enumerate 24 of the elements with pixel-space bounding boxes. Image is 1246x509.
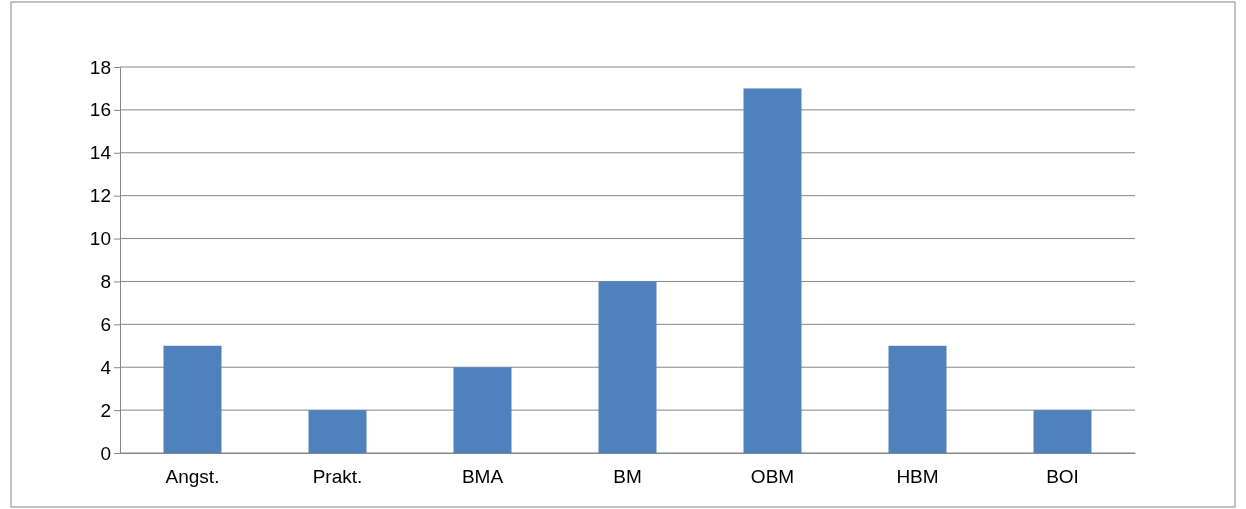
y-tick-label: 0 [100, 442, 111, 464]
x-tick-label: HBM [896, 465, 939, 487]
x-tick-label: OBM [750, 465, 795, 487]
bar [743, 88, 802, 453]
y-tick-label: 18 [89, 56, 111, 78]
x-tick-label: BOI [1046, 465, 1079, 487]
y-tick-label: 16 [89, 99, 111, 121]
y-tick-label: 6 [100, 313, 111, 335]
bar [598, 281, 657, 453]
bar [308, 410, 367, 453]
bar [163, 345, 222, 453]
bar [453, 367, 512, 453]
x-tick-label: BM [613, 465, 642, 487]
bar [1033, 410, 1092, 453]
x-tick-label: BMA [461, 465, 504, 487]
y-tick-label: 4 [100, 356, 112, 378]
x-tick-label: Prakt. [312, 465, 363, 487]
bar [888, 345, 947, 453]
y-tick-label: 14 [89, 142, 112, 164]
y-tick-label: 2 [100, 399, 111, 421]
y-tick-label: 8 [100, 271, 111, 293]
x-tick-label: Angst. [165, 465, 220, 487]
y-tick-label: 12 [89, 185, 111, 207]
y-tick-label: 10 [89, 228, 111, 250]
